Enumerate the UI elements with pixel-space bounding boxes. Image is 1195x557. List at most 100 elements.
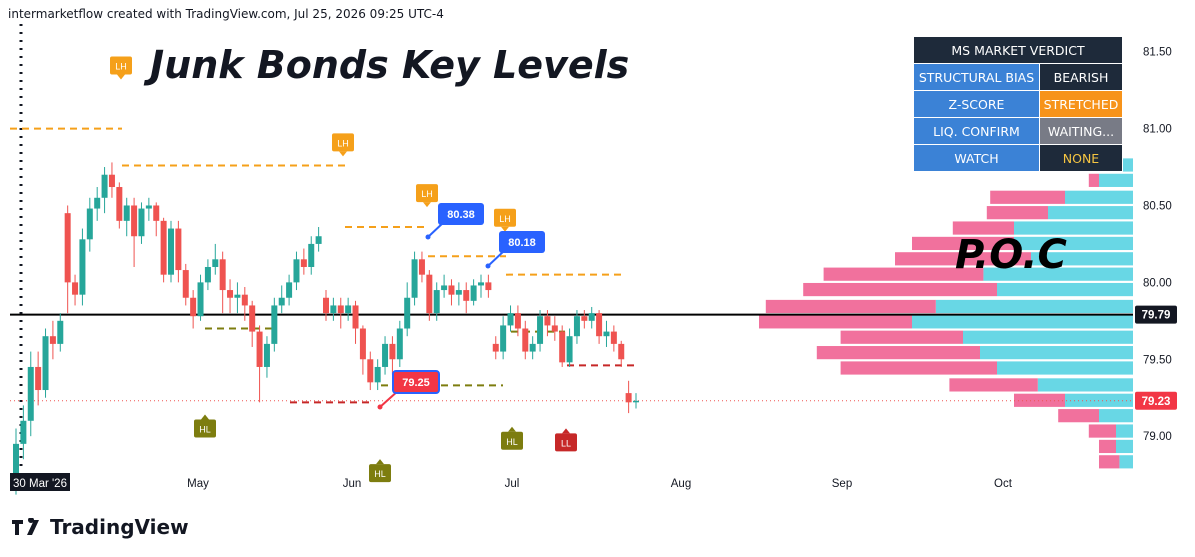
y-tick-label: 81.50 bbox=[1143, 47, 1172, 59]
marker-pointer bbox=[562, 428, 570, 434]
marker-label: LH bbox=[337, 138, 349, 148]
candle-body bbox=[219, 259, 226, 291]
candle-body bbox=[145, 205, 152, 209]
chart-title: Junk Bonds Key Levels bbox=[143, 43, 629, 87]
y-tick-label: 81.00 bbox=[1143, 124, 1172, 136]
tradingview-logo[interactable]: TradingView bbox=[12, 515, 189, 539]
marker-box bbox=[494, 208, 516, 227]
marker-label: HL bbox=[506, 437, 518, 447]
candle-body bbox=[426, 274, 433, 314]
candle-body bbox=[64, 213, 71, 283]
candles bbox=[13, 162, 639, 495]
brand-name: TradingView bbox=[50, 515, 189, 539]
volume-bar-pink bbox=[895, 252, 1031, 266]
marker-ll: LL bbox=[555, 428, 577, 452]
volume-bar-cyan bbox=[935, 299, 1133, 314]
x-tick-label: Jun bbox=[343, 478, 362, 490]
candle-body bbox=[463, 290, 470, 301]
candle-body bbox=[72, 282, 79, 295]
candle-body bbox=[293, 259, 300, 283]
marker-label: LH bbox=[421, 189, 433, 199]
volume-bar-pink bbox=[1058, 409, 1099, 423]
candle-body bbox=[610, 331, 617, 344]
candle-body bbox=[175, 228, 182, 271]
candle-body bbox=[374, 366, 381, 383]
y-tick-label: 79.00 bbox=[1143, 431, 1172, 443]
candle-body bbox=[204, 266, 211, 283]
callout-80-18: 80.18 bbox=[485, 231, 545, 269]
x-tick-box bbox=[10, 473, 70, 491]
candle-body bbox=[352, 305, 359, 329]
volume-bar-cyan bbox=[963, 330, 1133, 344]
volume-bar-pink bbox=[1088, 173, 1099, 187]
callout-dot bbox=[485, 263, 491, 269]
candle-body bbox=[551, 325, 558, 332]
candle-body bbox=[544, 316, 551, 326]
volume-bar-pink bbox=[986, 206, 1048, 220]
callout-dot bbox=[377, 404, 383, 410]
candle-body bbox=[300, 259, 307, 267]
candle-body bbox=[507, 313, 514, 326]
marker-lh: LH bbox=[110, 56, 132, 80]
marker-lh: LH bbox=[416, 184, 438, 208]
candle-body bbox=[182, 270, 189, 298]
candle-body bbox=[241, 294, 248, 306]
candle-body bbox=[382, 343, 389, 367]
price-label-box bbox=[1135, 305, 1177, 324]
marker-label: HL bbox=[374, 469, 386, 479]
candle-body bbox=[559, 331, 566, 363]
candle-body bbox=[49, 336, 56, 344]
volume-bar-cyan bbox=[1048, 206, 1133, 220]
volume-bar-pink bbox=[840, 330, 963, 344]
x-tick-label: 30 Mar '26 bbox=[13, 478, 67, 490]
candle-body bbox=[168, 228, 174, 275]
candle-body bbox=[138, 208, 145, 237]
candle-body bbox=[94, 197, 101, 209]
candle-body bbox=[566, 336, 573, 363]
volume-bar-cyan bbox=[1031, 252, 1133, 266]
x-tick-label: Sep bbox=[832, 478, 852, 490]
candle-body bbox=[108, 174, 115, 188]
candle-body bbox=[27, 366, 34, 421]
marker-box bbox=[369, 464, 391, 483]
callout-label: 79.25 bbox=[402, 377, 430, 389]
volume-bar-cyan bbox=[983, 267, 1133, 281]
callout-box bbox=[438, 203, 484, 225]
candle-body bbox=[603, 331, 610, 337]
candle-body bbox=[500, 325, 507, 352]
volume-bar-pink bbox=[759, 315, 912, 329]
candle-body bbox=[478, 282, 484, 286]
candle-body bbox=[286, 282, 293, 298]
volume-bar-cyan bbox=[1099, 173, 1133, 187]
candle-body bbox=[411, 259, 418, 298]
marker-box bbox=[555, 433, 577, 452]
candle-body bbox=[618, 343, 625, 360]
marker-box bbox=[332, 133, 354, 152]
volume-bar-pink bbox=[803, 282, 997, 297]
verdict-value-watch: NONE bbox=[1039, 144, 1123, 172]
candle-body bbox=[433, 290, 440, 314]
candle-body bbox=[197, 282, 204, 317]
marker-box bbox=[194, 419, 216, 438]
y-tick-label: 80.00 bbox=[1143, 277, 1172, 289]
volume-bar-pink bbox=[1099, 455, 1120, 469]
candle-body bbox=[441, 285, 448, 291]
candle-body bbox=[278, 297, 285, 306]
marker-lh: LH bbox=[332, 133, 354, 157]
callout-79-25: 79.25 bbox=[377, 370, 440, 410]
marker-label: LH bbox=[499, 214, 511, 224]
volume-bar-pink bbox=[952, 221, 1014, 235]
candle-body bbox=[345, 305, 352, 314]
candle-body bbox=[537, 316, 544, 344]
candle-body bbox=[389, 343, 396, 360]
verdict-table: MS MARKET VERDICT STRUCTURAL BIAS BEARIS… bbox=[913, 36, 1123, 172]
volume-bar-cyan bbox=[1116, 424, 1133, 438]
candle-body bbox=[42, 336, 49, 391]
candle-body bbox=[396, 328, 403, 360]
tradingview-logo-icon bbox=[12, 518, 39, 535]
volume-bar-cyan bbox=[912, 315, 1133, 329]
marker-lh: LH bbox=[494, 208, 516, 232]
y-tick-label: 79.50 bbox=[1143, 354, 1172, 366]
marker-label: LH bbox=[115, 62, 127, 72]
